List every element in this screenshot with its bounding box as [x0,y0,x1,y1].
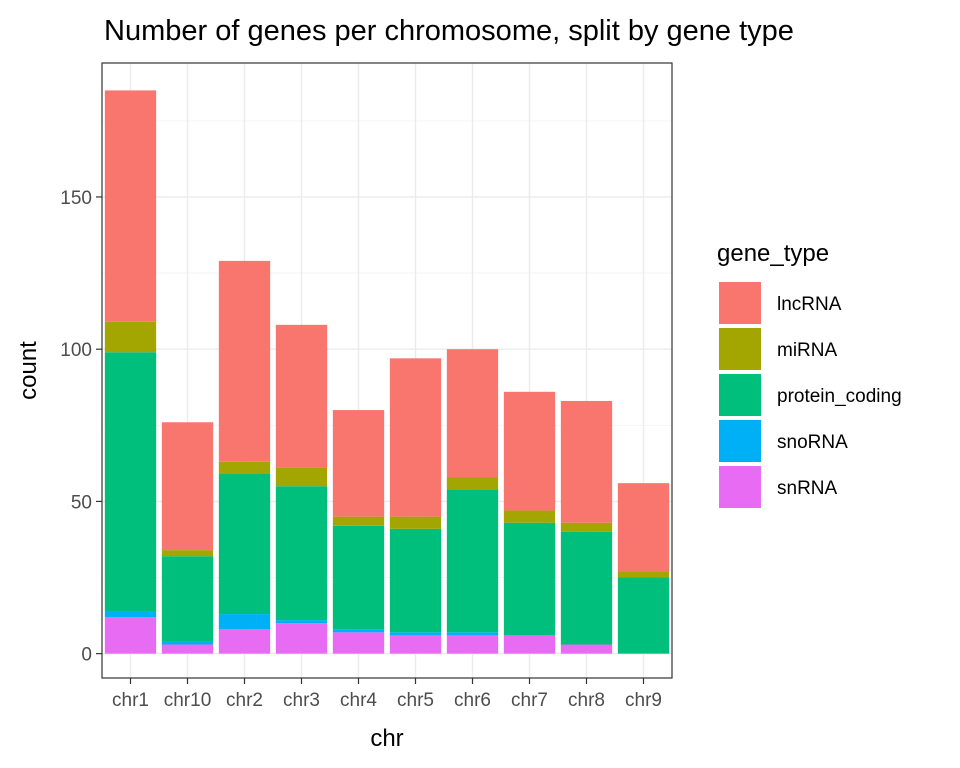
bar-segment-mirna-chr6 [446,477,499,490]
y-tick-label: 100 [60,340,92,361]
bar-segment-snorna-chr2 [218,614,271,630]
legend-label-mirna: miRNA [777,340,837,361]
x-tick-label-chr10: chr10 [164,690,212,711]
bar-segment-protein-coding-chr3 [275,486,328,621]
x-tick-label-chr1: chr1 [112,690,149,711]
bar-segment-lncrna-chr9 [617,483,670,572]
bar-segment-snorna-chr3 [275,620,328,624]
bar-segment-protein-coding-chr7 [503,522,556,636]
x-tick-label-chr7: chr7 [511,690,548,711]
bar-segment-mirna-chr5 [389,516,442,529]
x-tick-label-chr3: chr3 [283,690,320,711]
bar-segment-protein-coding-chr10 [161,556,214,642]
bar-segment-snorna-chr10 [161,641,214,645]
bar-segment-lncrna-chr4 [332,410,385,517]
bar-segment-snrna-chr4 [332,632,385,654]
bar-segment-lncrna-chr6 [446,349,499,478]
legend-label-lncrna: lncRNA [777,294,842,315]
plot-panel: 0 50 100 150 chr1 chr10 chr2 chr3 chr4 chr5 chr6 ch… [60,62,673,711]
bar-segment-protein-coding-chr6 [446,489,499,633]
bar-segment-protein-coding-chr2 [218,474,271,615]
bar-segment-snrna-chr8 [560,644,613,654]
legend-key-mirna [719,328,761,370]
bar-segment-snrna-chr2 [218,629,271,654]
bar-segment-snorna-chr4 [332,629,385,633]
bar-segment-protein-coding-chr5 [389,528,442,633]
bar-segment-snorna-chr6 [446,632,499,636]
legend-label-snorna: snoRNA [777,432,848,453]
bar-segment-protein-coding-chr4 [332,525,385,630]
chart-title: Number of genes per chromosome, split by… [104,15,794,47]
legend-label-snrna: snRNA [777,478,838,499]
bar-segment-snorna-chr1 [104,611,157,618]
bar-segment-lncrna-chr3 [275,324,328,468]
bar-segment-lncrna-chr7 [503,391,556,511]
y-axis-title: count [15,341,42,400]
bar-segment-mirna-chr3 [275,467,328,487]
bar-segment-lncrna-chr8 [560,400,613,523]
x-tick-label-chr8: chr8 [568,690,605,711]
legend-key-protein-coding [719,374,761,416]
legend-key-snrna [719,466,761,508]
x-tick-label-chr4: chr4 [340,690,377,711]
x-tick-label-chr9: chr9 [625,690,662,711]
bar-segment-snrna-chr6 [446,635,499,654]
bar-segment-snrna-chr7 [503,635,556,654]
legend: gene_type lncRNA miRNA protein_coding snoRN… [717,240,902,508]
bar-segment-mirna-chr2 [218,461,271,475]
legend-title: gene_type [717,240,829,267]
x-axis-title: chr [370,725,403,752]
y-tick-label: 150 [60,188,92,209]
bar-segment-mirna-chr1 [104,321,157,353]
legend-key-snorna [719,420,761,462]
bar-segment-lncrna-chr2 [218,260,271,462]
bar-segment-snrna-chr3 [275,623,328,654]
x-tick-label-chr5: chr5 [397,690,434,711]
bar-segment-lncrna-chr1 [104,90,157,322]
x-tick-label-chr2: chr2 [226,690,263,711]
bar-segment-snrna-chr5 [389,635,442,654]
bar-segment-snrna-chr1 [104,617,157,654]
bar-segment-lncrna-chr10 [161,422,214,551]
bar-segment-mirna-chr8 [560,522,613,532]
bar-segment-mirna-chr7 [503,510,556,523]
bar-segment-mirna-chr4 [332,516,385,526]
legend-label-protein-coding: protein_coding [777,386,902,407]
bar-segment-snrna-chr10 [161,644,214,654]
bar-segment-mirna-chr10 [161,550,214,557]
panel-border [101,62,673,679]
bar-segment-snorna-chr5 [389,632,442,636]
legend-key-lncrna [719,282,761,324]
bar-segment-protein-coding-chr8 [560,531,613,645]
bar-segment-protein-coding-chr1 [104,352,157,612]
bar-segment-protein-coding-chr9 [617,577,670,654]
y-tick-label: 0 [81,645,92,666]
bar-segment-mirna-chr9 [617,571,670,578]
x-tick-label-chr6: chr6 [454,690,491,711]
y-tick-label: 50 [71,492,92,513]
bar-segment-lncrna-chr5 [389,358,442,517]
